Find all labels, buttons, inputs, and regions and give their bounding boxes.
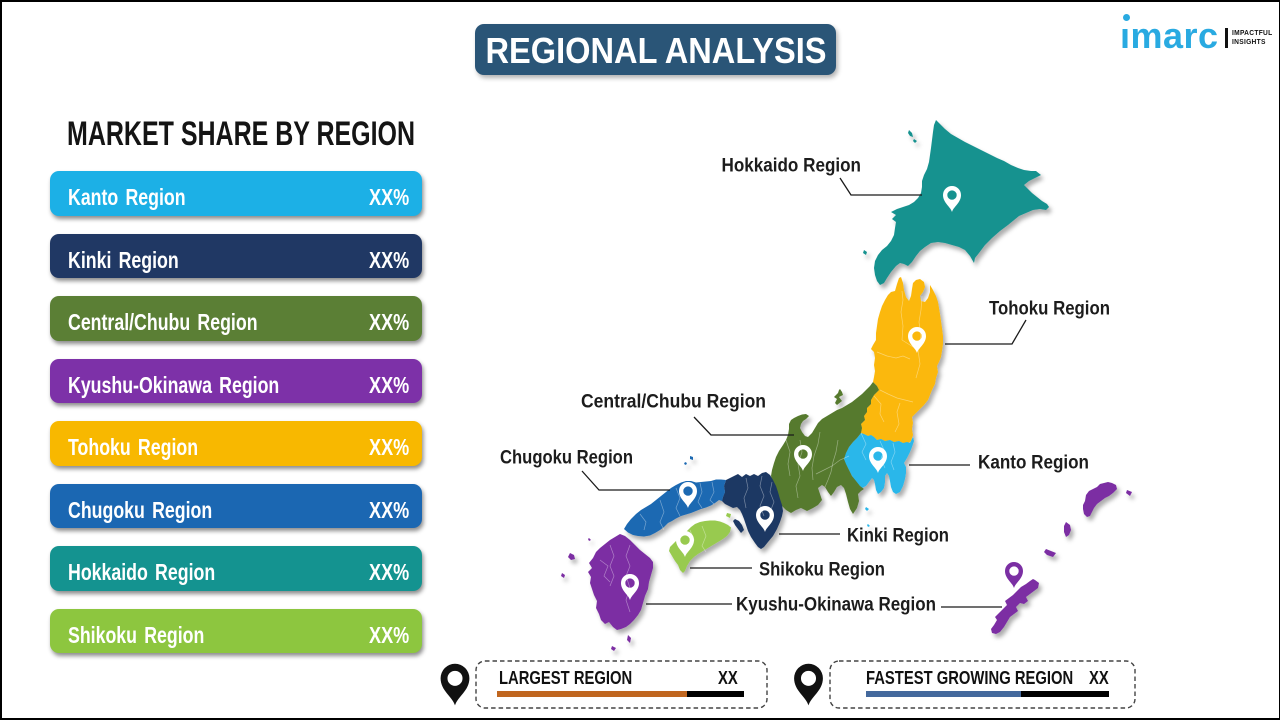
svg-text:Kanto Region: Kanto Region (978, 451, 1089, 473)
svg-text:Hokkaido Region: Hokkaido Region (722, 154, 862, 176)
svg-text:Tohoku Region: Tohoku Region (989, 298, 1110, 320)
svg-text:Chugoku Region: Chugoku Region (500, 446, 633, 468)
svg-text:Kyushu-Okinawa Region: Kyushu-Okinawa Region (736, 593, 936, 615)
svg-text:Kinki Region: Kinki Region (847, 524, 949, 546)
svg-text:Shikoku Region: Shikoku Region (759, 558, 885, 580)
svg-text:Central/Chubu Region: Central/Chubu Region (581, 390, 766, 412)
